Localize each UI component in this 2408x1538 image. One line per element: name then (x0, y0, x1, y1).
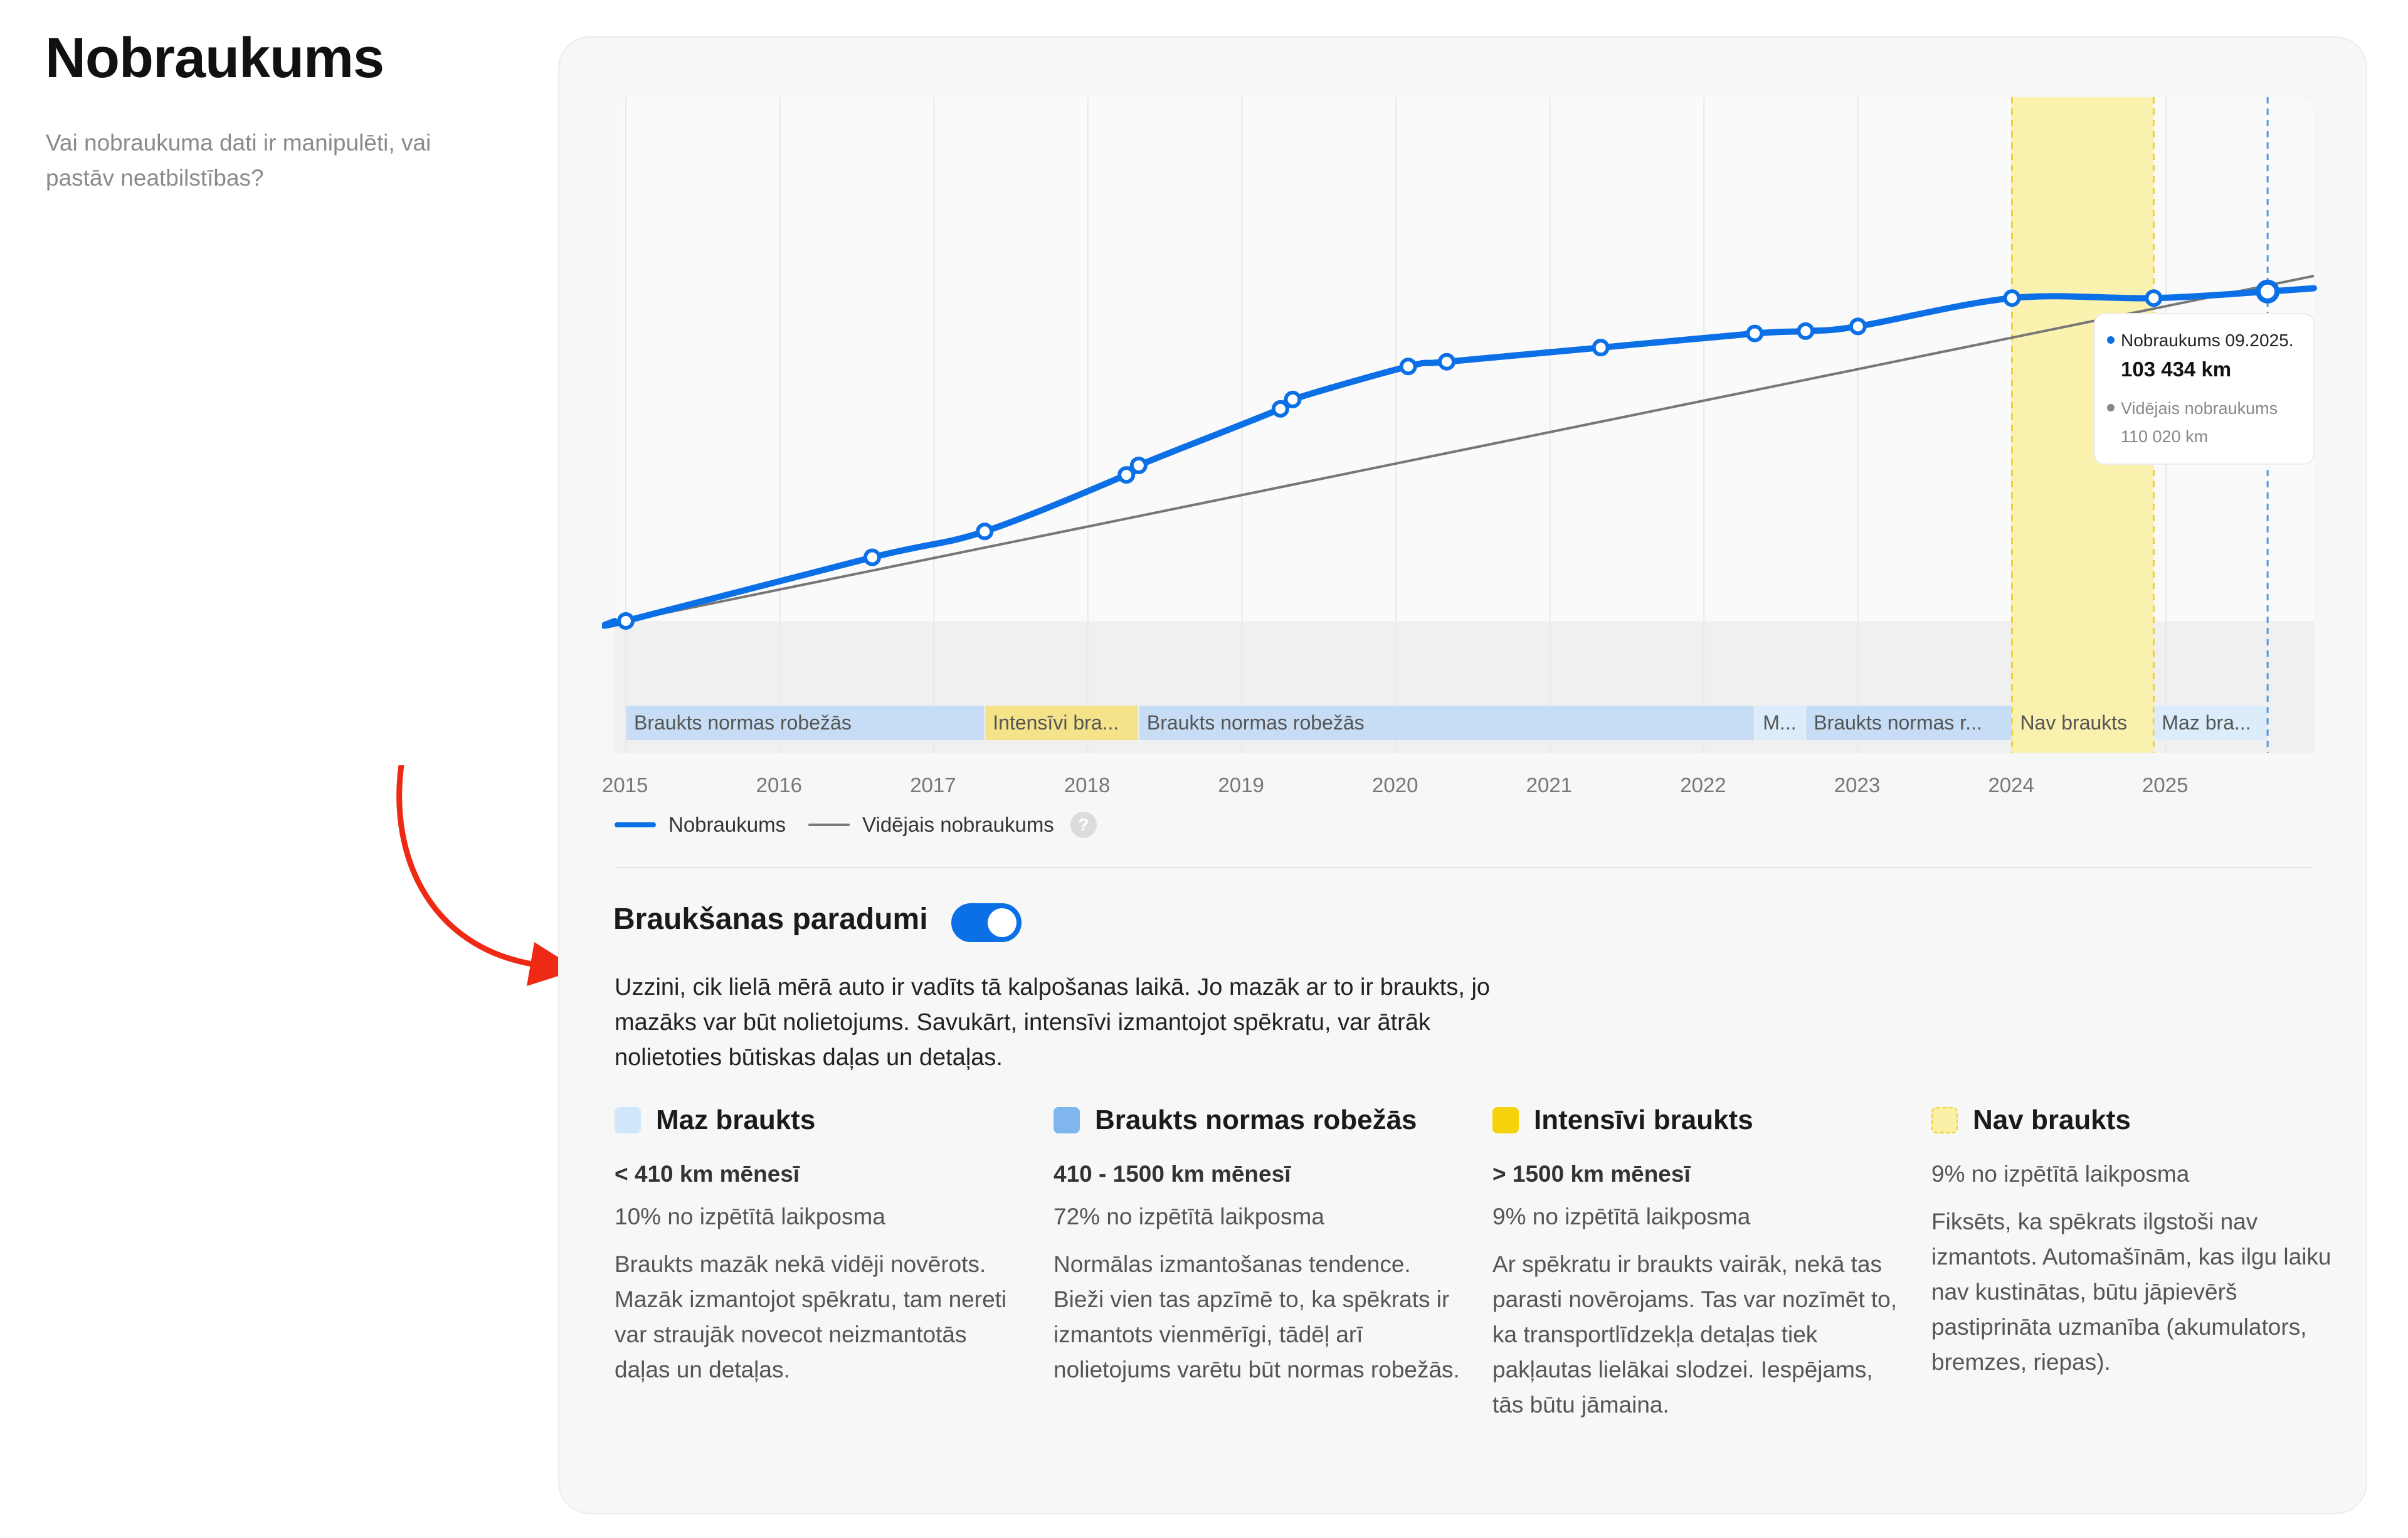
tooltip-average-value: 110 020 km (2121, 427, 2208, 446)
tooltip-dot-average (2107, 404, 2115, 411)
category-low-text: Braukts mazāk nekā vidēji novērots. Mazā… (615, 1251, 1007, 1382)
category-none-swatch (1931, 1107, 1958, 1133)
category-normal-range: 410 - 1500 km mēnesī (1054, 1161, 1291, 1187)
band-segment-bg (1806, 706, 2012, 740)
band-segment: M... (1755, 706, 1805, 740)
band-label: Intensīvi bra... (993, 711, 1119, 734)
section-divider (615, 867, 2311, 868)
band-segment: Braukts normas robežās (626, 706, 985, 740)
mileage-point (2003, 289, 2021, 307)
band-label: Nav braukts (2020, 711, 2127, 734)
x-tick-label: 2023 (1834, 773, 1880, 797)
band-segment-bg (985, 706, 1138, 740)
page-subtitle: Vai nobraukuma dati ir manipulēti, vai p… (46, 130, 431, 191)
band-segment: Braukts normas robežās (1139, 706, 1755, 740)
band-label: Braukts normas robežās (1147, 711, 1365, 734)
mileage-point (1117, 466, 1136, 484)
mileage-point (1438, 353, 1456, 371)
mileage-point (863, 548, 881, 566)
mileage-chart[interactable]: Braukts normas robežās Intensīvi bra... Br… (602, 88, 2326, 797)
toggle-knob (988, 908, 1017, 937)
x-tick-label: 2024 (1988, 773, 2034, 797)
mileage-point (617, 612, 635, 630)
page-title: Nobraukums (45, 27, 384, 90)
legend-label-average: Vidējais nobraukums (862, 813, 1054, 836)
mileage-point (976, 522, 994, 541)
chart-tooltip: Nobraukums 09.2025. 103 434 km Vidējais no… (2094, 313, 2315, 465)
band-segment-bg (1755, 706, 1805, 740)
mileage-point (1797, 322, 1815, 340)
x-tick-label: 2025 (2142, 773, 2188, 797)
help-icon[interactable]: ? (1070, 812, 1097, 838)
mileage-point (1399, 358, 1417, 376)
category-low-share: 10% no izpētītā laikposma (615, 1204, 885, 1229)
legend-label-mileage: Nobraukums (668, 813, 786, 836)
category-none-text: Fiksēts, ka spēkrats ilgstoši nav izmant… (1931, 1209, 2331, 1375)
habits-toggle[interactable] (951, 903, 1022, 942)
x-tick-label: 2016 (756, 773, 802, 797)
band-label: Maz bra... (2162, 711, 2251, 734)
category-none-share: 9% no izpētītā laikposma (1931, 1161, 2190, 1187)
legend-swatch-average (808, 824, 850, 826)
mileage-point (1129, 457, 1148, 475)
tooltip-mileage-value: 103 434 km (2121, 358, 2231, 381)
band-segment: Maz bra... (2154, 706, 2268, 740)
tooltip-mileage-label: Nobraukums 09.2025. (2121, 331, 2294, 350)
x-tick-label: 2020 (1372, 773, 1418, 797)
category-intensive-share: 9% no izpētītā laikposma (1492, 1204, 1751, 1229)
band-segment-bg (626, 706, 985, 740)
mileage-point (1284, 390, 1302, 408)
category-low-range: < 410 km mēnesī (615, 1161, 800, 1187)
category-intensive-swatch (1492, 1107, 1519, 1133)
x-tick-label: 2021 (1526, 773, 1572, 797)
category-intensive: Intensīvi braukts > 1500 km mēnesī 9% no… (1492, 1103, 1906, 1423)
chart-legend: Nobraukums Vidējais nobraukums ? (615, 809, 1097, 841)
plot-area (615, 97, 2314, 753)
category-low: Maz braukts < 410 km mēnesī 10% no izpēt… (615, 1103, 1028, 1387)
habits-title: Braukšanas paradumi (613, 903, 928, 936)
tooltip-average-label: Vidējais nobraukums (2121, 399, 2278, 418)
category-low-title: Maz braukts (656, 1105, 816, 1135)
category-normal-swatch (1054, 1107, 1080, 1133)
band-segment: Nav braukts (2020, 711, 2127, 734)
band-segment: Intensīvi bra... (985, 706, 1138, 740)
habit-categories: Maz braukts < 410 km mēnesī 10% no izpēt… (615, 1103, 2331, 1479)
band-label: Braukts normas robežās (634, 711, 852, 734)
tooltip-dot-mileage (2107, 336, 2115, 344)
band-label: Braukts normas r... (1814, 711, 1982, 734)
category-none: Nav braukts 9% no izpētītā laikposma Fik… (1931, 1103, 2345, 1380)
mileage-point (1592, 339, 1610, 357)
category-normal-title: Braukts normas robežās (1095, 1105, 1417, 1135)
legend-item-mileage[interactable]: Nobraukums (615, 813, 786, 837)
mileage-point (1271, 400, 1289, 418)
x-tick-label: 2017 (910, 773, 956, 797)
legend-item-average[interactable]: Vidējais nobraukums (808, 813, 1054, 837)
category-normal: Braukts normas robežās 410 - 1500 km mēn… (1054, 1103, 1467, 1387)
category-normal-text: Normālas izmantošanas tendence. Bieži vi… (1054, 1251, 1460, 1382)
average-line (625, 274, 2315, 622)
band-segment-bg (2154, 706, 2268, 740)
category-normal-share: 72% no izpētītā laikposma (1054, 1204, 1324, 1229)
category-intensive-range: > 1500 km mēnesī (1492, 1161, 1691, 1187)
category-low-swatch (615, 1107, 641, 1133)
x-tick-label: 2018 (1064, 773, 1110, 797)
x-tick-label: 2019 (1218, 773, 1264, 797)
category-intensive-title: Intensīvi braukts (1534, 1105, 1753, 1135)
pointer-arrow-icon (396, 765, 578, 986)
band-label: M... (1763, 711, 1796, 734)
tooltip-box (2094, 313, 2315, 465)
x-tick-label: 2015 (602, 773, 648, 797)
band-segment: Braukts normas r... (1806, 706, 2012, 740)
habits-description: Uzzini, cik lielā mērā auto ir vadīts tā… (615, 974, 1491, 1071)
mileage-point (1746, 324, 1764, 342)
legend-swatch-mileage (615, 822, 656, 827)
category-none-title: Nav braukts (1973, 1105, 2131, 1135)
band-segment-bg (1139, 706, 1755, 740)
mileage-point (1849, 317, 1867, 336)
mileage-point (2145, 289, 2163, 307)
x-tick-label: 2022 (1680, 773, 1726, 797)
mileage-point (2256, 279, 2280, 304)
category-intensive-text: Ar spēkratu ir braukts vairāk, nekā tas … (1492, 1251, 1898, 1418)
